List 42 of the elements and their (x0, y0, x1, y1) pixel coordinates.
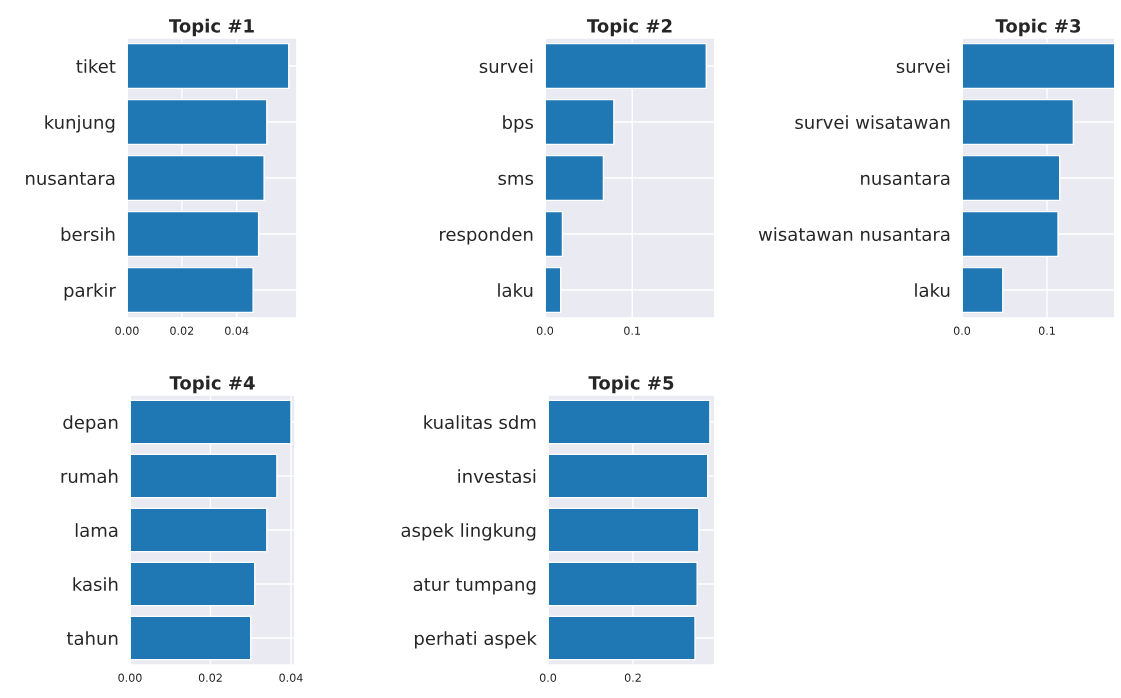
y-tick-label: bps (503, 115, 534, 133)
y-tick-label: kunjung (45, 115, 115, 133)
x-tick-label: 0.02 (170, 326, 194, 335)
x-tick-label: 0.00 (118, 673, 142, 682)
x-tick-label: 0.1 (1038, 326, 1055, 335)
y-tick-label: survei wisatawan (795, 115, 950, 130)
chart-title: Topic #4 (169, 375, 255, 394)
chart-title: Topic #2 (587, 18, 672, 37)
y-tick-label: laku (915, 283, 950, 298)
y-tick-label: parkir (64, 283, 116, 301)
y-tick-label: aspek lingkung (401, 523, 536, 541)
chart-title: Topic #5 (588, 375, 674, 394)
y-tick-label: investasi (458, 469, 536, 484)
x-tick-label: 0.04 (279, 673, 303, 682)
chart-title: Topic #1 (169, 18, 254, 37)
y-tick-label: tahun (66, 631, 118, 646)
x-tick-label: 0.2 (624, 673, 641, 682)
x-tick-label: 0.0 (536, 326, 554, 335)
y-tick-label: perhati aspek (415, 631, 537, 649)
y-tick-label: rumah (61, 469, 118, 484)
x-tick-label: 0.0 (953, 326, 971, 335)
y-tick-label: nusantara (861, 172, 950, 186)
x-tick-label: 0.04 (225, 326, 249, 335)
y-tick-label: survei (479, 59, 533, 74)
x-tick-label: 0.1 (624, 326, 640, 335)
y-tick-label: bersih (61, 227, 115, 242)
y-tick-label: laku (498, 283, 533, 298)
y-tick-label: kualitas sdm (424, 415, 536, 430)
y-tick-label: sms (498, 174, 534, 186)
y-tick-label: lama (75, 523, 118, 538)
y-tick-label: nusantara (26, 172, 115, 186)
x-tick-label: 0.0 (539, 673, 557, 682)
x-tick-label: 0.02 (198, 673, 222, 682)
y-tick-label: kasih (73, 577, 118, 592)
y-tick-label: tiket (76, 59, 116, 74)
y-tick-label: wisatawan nusantara (758, 227, 950, 242)
y-tick-label: depan (63, 415, 118, 433)
chart-title: Topic #3 (995, 18, 1081, 37)
y-tick-label: atur tumpang (413, 578, 536, 595)
y-tick-label: responden (440, 227, 533, 245)
x-tick-label: 0.00 (115, 326, 139, 335)
y-tick-label: survei (896, 59, 950, 74)
